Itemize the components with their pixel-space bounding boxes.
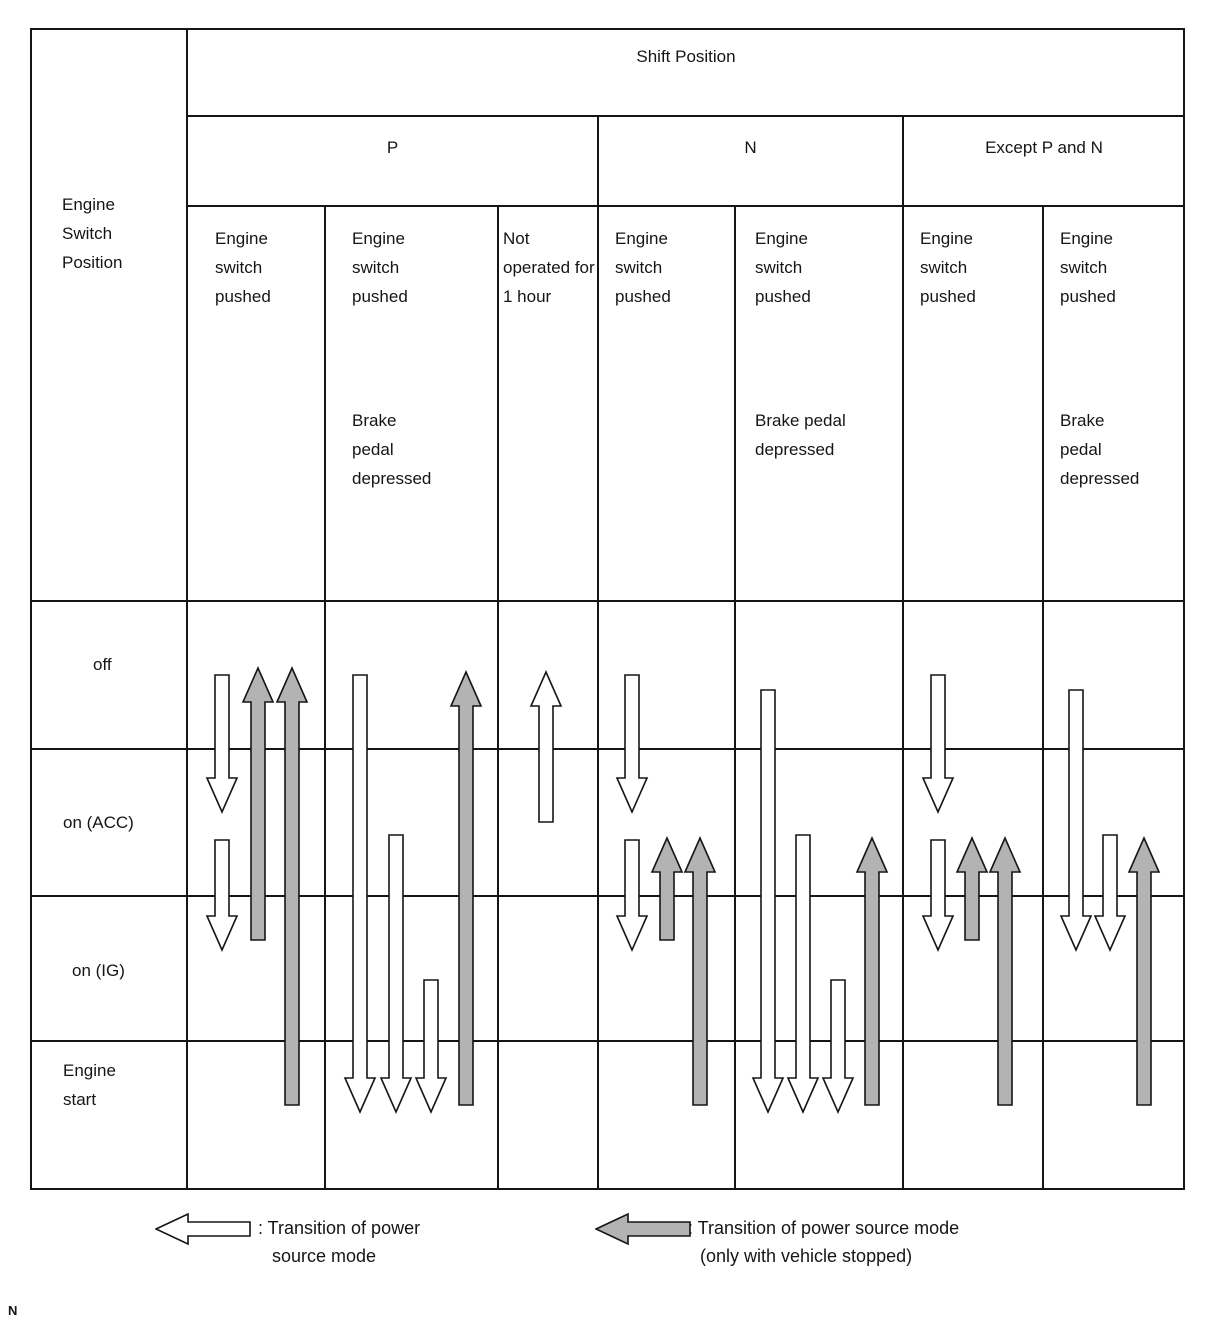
transition-arrow-white-down [751,689,785,1114]
grid-line [1042,205,1044,1190]
row-label-engine-start: Engine start [63,1061,116,1109]
transition-arrow-white-down [205,674,239,814]
legend-gray-arrow-label-line2: (only with vehicle stopped) [700,1246,913,1266]
col-header-condition: Engine switch pushed [755,229,811,306]
legend-white-arrow-label-line2: source mode [272,1246,377,1266]
transition-arrow-shape [821,979,855,1114]
transition-arrow-white-down [205,839,239,952]
transition-arrow-shape [988,836,1022,1106]
transition-arrow-gray-up [855,836,889,1106]
grid-line [597,115,599,1190]
transition-arrow-white-up [529,670,563,823]
transition-arrow-white-down [615,674,649,814]
col-header-brake-condition: Brake pedal depressed [755,411,846,459]
transition-arrow-gray-up [449,670,483,1106]
grid-line [186,115,1185,117]
transition-arrow-shape [205,674,239,814]
legend-gray-arrow-shape [595,1212,691,1246]
transition-arrow-white-down [921,839,955,952]
page-footnote-n: N [8,1303,18,1318]
grid-line [186,205,1185,207]
transition-arrow-gray-up [241,666,275,941]
transition-arrow-gray-up [275,666,309,1106]
col-header-brake-condition: Brake pedal depressed [352,411,432,488]
col-header-brake-condition: Brake pedal depressed [1060,411,1140,488]
grid-line [497,205,499,1190]
transition-arrow-shape [449,670,483,1106]
legend-white-arrow-label-line1: : Transition of power [258,1218,421,1238]
legend-white-arrow-icon [155,1212,251,1246]
col-header-condition: Engine switch pushed [352,229,408,306]
shift-position-header: Shift Position [636,47,736,66]
transition-arrow-shape [683,836,717,1106]
transition-arrow-shape [414,979,448,1114]
grid-line [324,205,326,1190]
transition-arrow-white-down [821,979,855,1114]
grid-line [734,205,736,1190]
transition-arrow-gray-up [988,836,1022,1106]
engine-switch-position-header: Engine Switch Position [62,195,123,272]
transition-arrow-shape [955,836,989,941]
transition-arrow-shape [241,666,275,941]
grid-line [30,600,1185,602]
col-header-condition: Engine switch pushed [1060,229,1116,306]
transition-arrow-shape [275,666,309,1106]
transition-arrow-shape [615,839,649,952]
transition-arrow-shape [650,836,684,941]
transition-arrow-shape [921,839,955,952]
legend-gray-arrow-icon [595,1212,691,1246]
group-header-except-p-and-n: Except P and N [985,138,1103,157]
grid-line [902,115,904,1190]
transition-arrow-shape [855,836,889,1106]
transition-arrow-shape [1127,836,1161,1106]
col-header-condition: Engine switch pushed [920,229,976,306]
group-header-p: P [386,138,399,157]
transition-arrow-white-down [615,839,649,952]
transition-arrow-white-down [786,834,820,1114]
transition-arrow-gray-up [955,836,989,941]
transition-arrow-shape [343,674,377,1114]
table-outer-border [30,28,1185,1190]
grid-line [30,895,1185,897]
grid-line [186,28,188,1190]
transition-arrow-shape [1093,834,1127,952]
transition-arrow-white-down [1093,834,1127,952]
transition-arrow-shape [205,839,239,952]
group-header-n: N [744,138,757,157]
transition-arrow-white-down [921,674,955,814]
col-header-condition: Not operated for 1 hour [503,229,595,306]
transition-arrow-shape [529,670,563,823]
transition-arrow-gray-up [683,836,717,1106]
grid-line [30,1040,1185,1042]
transition-arrow-white-down [414,979,448,1114]
transition-arrow-shape [786,834,820,1114]
transition-arrow-shape [379,834,413,1114]
transition-arrow-white-down [1059,689,1093,952]
transition-arrow-shape [615,674,649,814]
row-label-on-acc: on (ACC) [63,813,134,832]
transition-arrow-shape [751,689,785,1114]
row-label-on-ig: on (IG) [72,961,125,980]
transition-arrow-white-down [343,674,377,1114]
transition-arrow-shape [1059,689,1093,952]
row-label-off: off [93,655,112,674]
transition-arrow-white-down [379,834,413,1114]
grid-line [30,748,1185,750]
transition-arrow-gray-up [1127,836,1161,1106]
transition-arrow-gray-up [650,836,684,941]
legend-gray-arrow-label-line1: : Transition of power source mode [688,1218,960,1238]
transition-arrow-shape [921,674,955,814]
col-header-condition: Engine switch pushed [215,229,271,306]
col-header-condition: Engine switch pushed [615,229,671,306]
legend-white-arrow-shape [155,1212,251,1246]
